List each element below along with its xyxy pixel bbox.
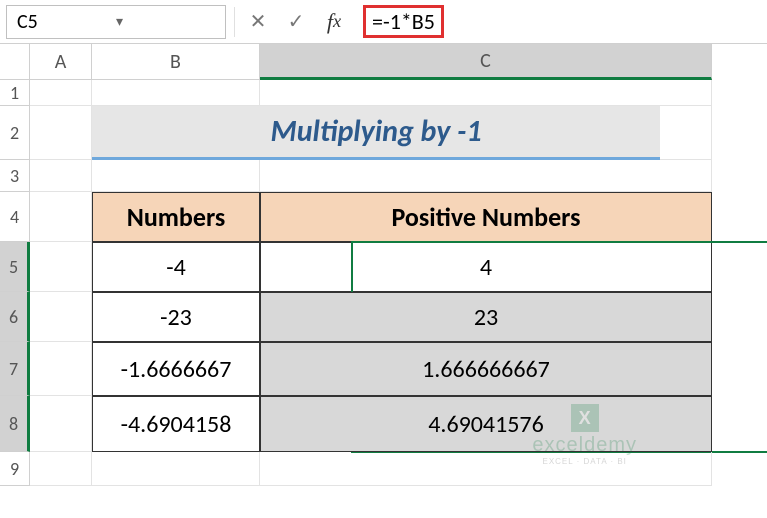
table-row: -4.6904158 4.69041576 [92, 396, 712, 452]
row-header[interactable]: 8 [0, 396, 30, 452]
fx-icon[interactable]: fx [319, 7, 349, 37]
column-headers: A B C [0, 44, 767, 80]
data-table: Numbers Positive Numbers [92, 192, 712, 242]
cell[interactable] [30, 342, 92, 396]
cell[interactable] [30, 396, 92, 452]
cell-c8[interactable]: 4.69041576 [260, 396, 712, 452]
table-header-numbers[interactable]: Numbers [92, 192, 260, 242]
row-header[interactable]: 1 [0, 80, 30, 106]
table-row: -1.6666667 1.666666667 [92, 342, 712, 396]
col-header-b[interactable]: B [92, 44, 260, 80]
row-4: 4 Numbers Positive Numbers [0, 192, 767, 242]
cell-b5[interactable]: -4 [92, 242, 260, 292]
row-7: 7 -1.6666667 1.666666667 [0, 342, 767, 396]
cell-c5[interactable]: 4 [260, 242, 712, 292]
row-6: 6 -23 23 [0, 292, 767, 342]
row-2: 2 Multiplying by -1 [0, 106, 767, 160]
cell-b7[interactable]: -1.6666667 [92, 342, 260, 396]
row-1: 1 [0, 80, 767, 106]
cell[interactable] [260, 160, 712, 192]
table-header-row: Numbers Positive Numbers [92, 192, 712, 242]
cell-b6[interactable]: -23 [92, 292, 260, 342]
title-banner: Multiplying by -1 [92, 106, 660, 160]
row-8: 8 -4.6904158 4.69041576 [0, 396, 767, 452]
row-header[interactable]: 6 [0, 292, 30, 342]
cell[interactable] [92, 80, 260, 106]
cell[interactable] [260, 80, 712, 106]
cell-c7[interactable]: 1.666666667 [260, 342, 712, 396]
cell[interactable] [30, 192, 92, 242]
spreadsheet-grid[interactable]: A B C 1 2 Multiplying by -1 3 4 [0, 44, 767, 486]
cell[interactable] [92, 452, 260, 486]
row-header[interactable]: 9 [0, 452, 30, 486]
cell[interactable] [92, 160, 260, 192]
cell[interactable] [30, 160, 92, 192]
table-header-positive[interactable]: Positive Numbers [260, 192, 712, 242]
cell[interactable] [30, 106, 92, 160]
row-header[interactable]: 3 [0, 160, 30, 192]
cancel-icon[interactable]: ✕ [243, 7, 273, 37]
row-header[interactable]: 4 [0, 192, 30, 242]
name-box[interactable]: C5 ▾ [6, 5, 226, 39]
row-3: 3 [0, 160, 767, 192]
formula-bar: C5 ▾ ✕ ✓ fx =-1*B5 [0, 0, 767, 44]
rows-container: 1 2 Multiplying by -1 3 4 Numbers [0, 80, 767, 486]
formula-input[interactable]: =-1*B5 [357, 5, 761, 39]
select-all-corner[interactable] [0, 44, 30, 80]
table-row: -4 4 + [92, 242, 712, 292]
chevron-down-icon[interactable]: ▾ [116, 13, 215, 30]
cell[interactable] [30, 242, 92, 292]
cell[interactable] [260, 452, 712, 486]
name-box-value: C5 [17, 10, 116, 34]
row-header[interactable]: 2 [0, 106, 30, 160]
cell[interactable] [30, 292, 92, 342]
cell[interactable] [30, 452, 92, 486]
col-header-c[interactable]: C [260, 44, 712, 80]
cell-c6[interactable]: 23 [260, 292, 712, 342]
row-9: 9 [0, 452, 767, 486]
formula-text: =-1*B5 [363, 5, 444, 38]
row-5: 5 -4 4 + [0, 242, 767, 292]
divider [234, 7, 235, 37]
cell[interactable] [30, 80, 92, 106]
cell-b8[interactable]: -4.6904158 [92, 396, 260, 452]
col-header-a[interactable]: A [30, 44, 92, 80]
table-row: -23 23 [92, 292, 712, 342]
row-header[interactable]: 7 [0, 342, 30, 396]
confirm-icon[interactable]: ✓ [281, 7, 311, 37]
row-header[interactable]: 5 [0, 242, 30, 292]
